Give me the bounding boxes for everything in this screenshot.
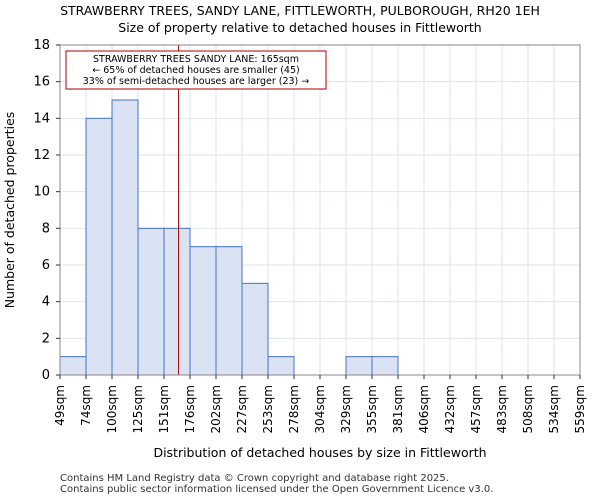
x-tick-label: 202sqm xyxy=(209,385,223,433)
y-tick-label: 2 xyxy=(42,331,50,346)
x-tick-label: 329sqm xyxy=(339,385,353,433)
bar xyxy=(345,356,373,376)
x-tick-label: 559sqm xyxy=(573,385,587,433)
y-tick-label: 10 xyxy=(33,185,50,200)
x-tick-label: 381sqm xyxy=(391,385,405,433)
property-annotation: STRAWBERRY TREES SANDY LANE: 165sqm ← 65… xyxy=(65,50,327,90)
annotation-line-2: ← 65% of detached houses are smaller (45… xyxy=(92,65,299,76)
bar xyxy=(137,227,165,376)
annotation-line-1: STRAWBERRY TREES SANDY LANE: 165sqm xyxy=(93,54,299,65)
annotation-line-3: 33% of semi-detached houses are larger (… xyxy=(83,76,310,87)
x-tick-label: 227sqm xyxy=(235,385,249,433)
x-tick-label: 125sqm xyxy=(131,385,145,433)
x-tick-label: 49sqm xyxy=(53,385,67,426)
y-tick-label: 6 xyxy=(42,258,50,273)
x-tick-label: 432sqm xyxy=(443,385,457,433)
bar xyxy=(189,246,217,376)
y-tick-label: 8 xyxy=(42,221,50,236)
y-tick-label: 18 xyxy=(33,38,50,53)
annotation-box xyxy=(65,50,327,90)
x-tick-label: 151sqm xyxy=(157,385,171,433)
x-tick-label: 278sqm xyxy=(287,385,301,433)
x-tick-label: 176sqm xyxy=(183,385,197,433)
y-tick-label: 14 xyxy=(33,111,50,126)
y-tick-label: 0 xyxy=(42,368,50,383)
x-tick-label: 355sqm xyxy=(365,385,379,433)
x-axis-label: Distribution of detached houses by size … xyxy=(153,445,486,460)
x-tick-label: 406sqm xyxy=(417,385,431,433)
chart-title: STRAWBERRY TREES, SANDY LANE, FITTLEWORT… xyxy=(60,3,540,18)
y-tick-label: 16 xyxy=(33,75,50,90)
bar xyxy=(215,246,243,376)
x-tick-label: 304sqm xyxy=(313,385,327,433)
x-tick-label: 483sqm xyxy=(495,385,509,433)
bar xyxy=(241,282,269,376)
bars xyxy=(59,99,399,376)
x-tick-label: 253sqm xyxy=(261,385,275,433)
bar xyxy=(267,356,295,376)
bar xyxy=(111,99,139,376)
y-tick-label: 4 xyxy=(42,295,50,310)
x-tick-label: 508sqm xyxy=(521,385,535,433)
y-ticks: 0 2 4 6 8 10 12 14 16 18 xyxy=(33,38,60,383)
x-ticks: 49sqm 74sqm 100sqm 125sqm 151sqm 176sqm 202sqm… xyxy=(53,375,587,433)
footer-copyright: Contains HM Land Registry data © Crown c… xyxy=(60,473,449,484)
y-axis-label: Number of detached properties xyxy=(2,112,17,309)
y-tick-label: 12 xyxy=(33,148,50,163)
bar xyxy=(59,356,87,376)
footer-licence: Contains public sector information licen… xyxy=(60,484,494,495)
bar xyxy=(163,227,191,376)
x-tick-label: 457sqm xyxy=(469,385,483,433)
x-tick-label: 100sqm xyxy=(105,385,119,433)
bar xyxy=(85,117,113,376)
chart-subtitle: Size of property relative to detached ho… xyxy=(118,20,482,35)
x-tick-label: 74sqm xyxy=(79,385,93,426)
x-tick-label: 534sqm xyxy=(547,385,561,433)
bar xyxy=(371,356,399,376)
